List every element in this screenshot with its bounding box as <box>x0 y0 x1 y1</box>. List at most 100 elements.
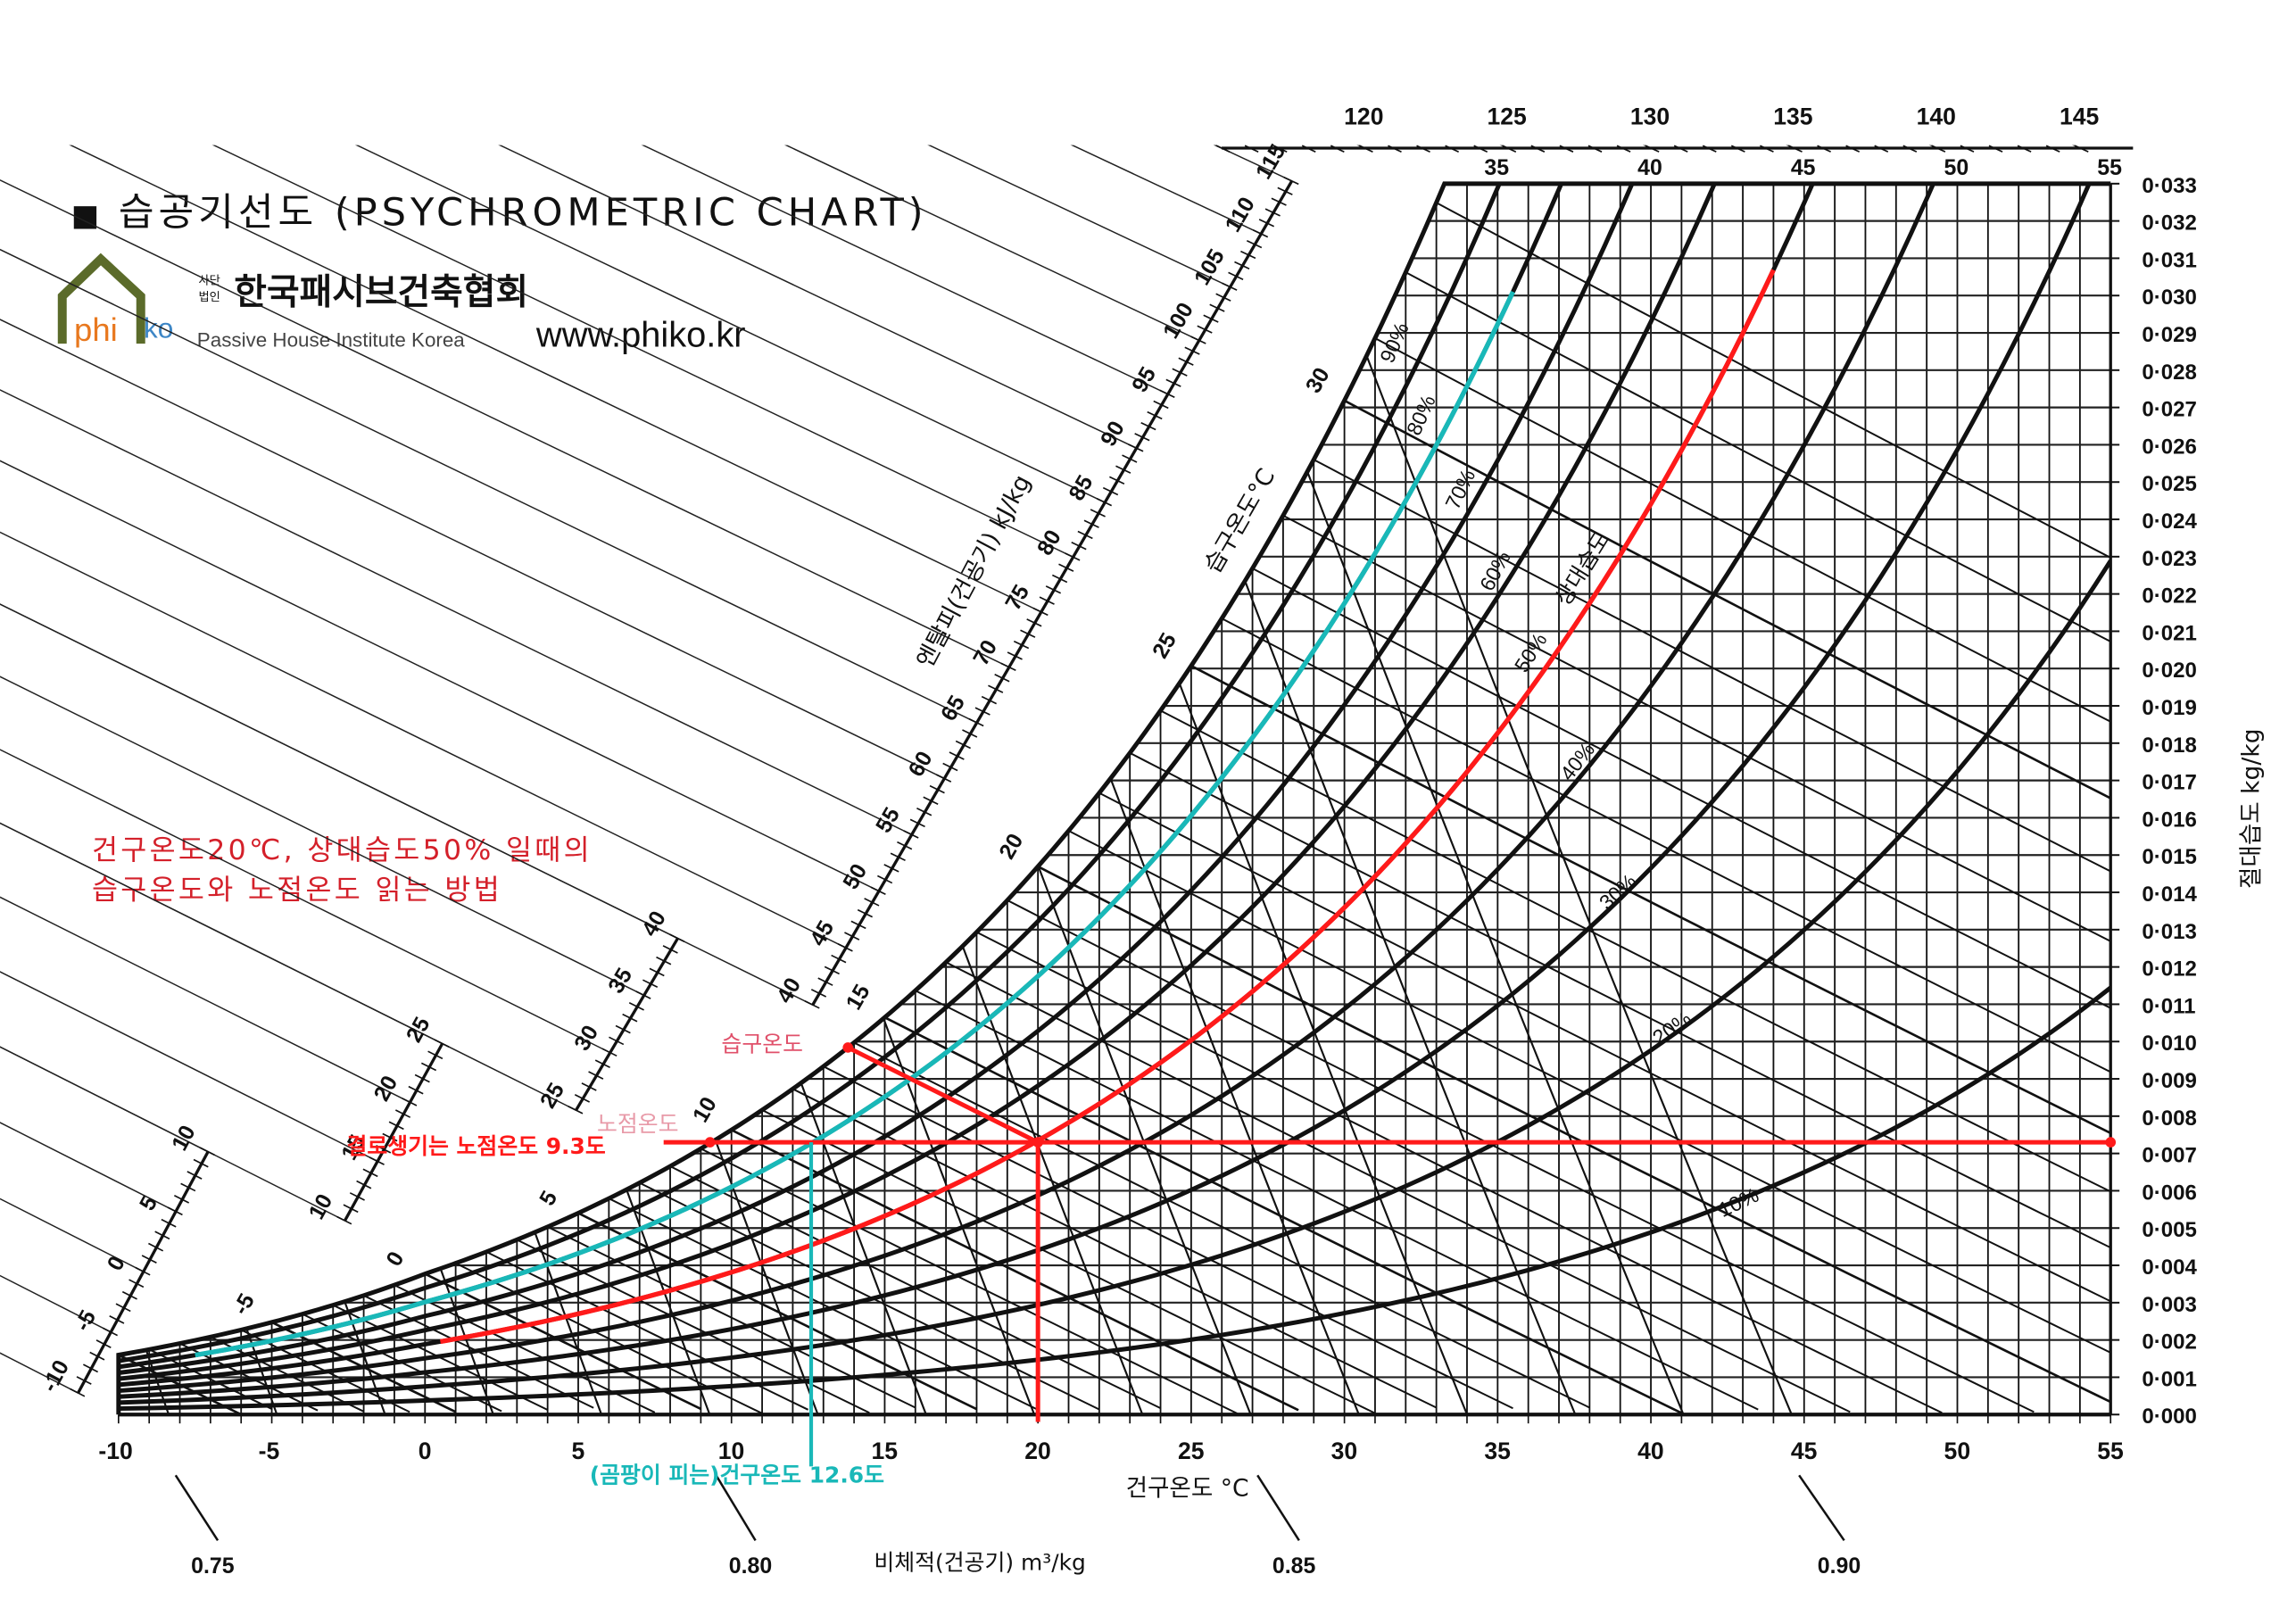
enthalpy-line <box>0 319 945 780</box>
rh-curve <box>118 183 2111 1363</box>
enthalpy-tick <box>1960 145 1975 153</box>
website-link[interactable]: www.phiko.kr <box>535 315 746 354</box>
y-tick-label: 0·014 <box>2142 883 2197 907</box>
wet-bulb-line <box>1160 709 2111 1193</box>
logo-house-icon <box>57 253 145 344</box>
enthalpy-line <box>498 145 1137 449</box>
enthalpy-tick <box>810 989 827 998</box>
wet-bulb-line <box>1313 459 2111 873</box>
y-tick-label: 0·009 <box>2142 1069 2197 1093</box>
wet-bulb-line <box>1252 568 2111 1009</box>
wet-bulb-line <box>853 1041 1590 1409</box>
enthalpy-tick <box>581 1082 597 1091</box>
enthalpy-tick <box>1109 476 1125 485</box>
enthalpy-tick-label: 60 <box>904 747 938 781</box>
enthalpy-tick <box>1788 145 1803 153</box>
enthalpy-line <box>0 603 814 1006</box>
y-tick-label: 0·017 <box>2142 771 2197 795</box>
enthalpy-tick-label: 5 <box>135 1192 162 1215</box>
enthalpy-tick <box>929 784 945 794</box>
enthalpy-tick <box>1702 145 1717 153</box>
enthalpy-tick <box>1240 250 1256 260</box>
enthalpy-tick <box>1301 145 1316 153</box>
enthalpy-tick <box>420 1062 437 1072</box>
enthalpy-tick <box>831 954 847 964</box>
wet-bulb-line <box>1436 202 2111 559</box>
enthalpy-tick <box>1026 618 1042 627</box>
logo-text-phi: phi <box>74 311 118 348</box>
enthalpy-tick <box>1215 145 1231 153</box>
enthalpy-tick <box>1071 541 1087 551</box>
y-tick-label: 0·030 <box>2142 286 2197 310</box>
enthalpy-tick <box>161 1218 177 1228</box>
wetbulb-axis-title: 습구온도°C <box>1199 464 1281 578</box>
enthalpy-tick <box>336 1215 352 1225</box>
enthalpy-tick <box>1388 145 1402 153</box>
page-title: 습공기선도 (PSYCHROMETRIC CHART) <box>119 190 928 235</box>
enthalpy-tick <box>817 977 833 986</box>
enthalpy-tick <box>1502 145 1517 153</box>
x-tick-label: 35 <box>1484 1438 1511 1464</box>
enthalpy-line <box>0 460 880 892</box>
enthalpy-line <box>211 145 1073 558</box>
enthalpy-tick <box>955 740 971 750</box>
enthalpy-tick <box>414 1073 430 1083</box>
y-tick-label: 0·032 <box>2142 211 2197 236</box>
enthalpy-tick <box>1559 145 1574 153</box>
x-tick-label: 10 <box>718 1438 745 1464</box>
specific-volume-line <box>118 220 494 1415</box>
enthalpy-top-tick-label: 145 <box>2060 103 2100 129</box>
wet-bulb-line <box>1221 617 2111 1073</box>
enthalpy-tick <box>180 1182 196 1192</box>
enthalpy-top-tick-label: 120 <box>1344 103 1383 129</box>
specific-volume-line <box>593 220 1036 1415</box>
enthalpy-tick <box>356 1180 372 1189</box>
y-axis-title: 절대습도 kg/kg <box>2237 728 2265 889</box>
enthalpy-line <box>0 531 847 949</box>
wet-bulb-line <box>823 1065 1513 1410</box>
enthalpy-line <box>0 603 678 940</box>
enthalpy-tick <box>199 1147 215 1156</box>
y-tick-label: 0·027 <box>2142 398 2197 422</box>
wet-bulb-line <box>1037 865 2111 1404</box>
enthalpy-tick <box>1077 530 1093 540</box>
instruction-line-2: 습구온도와 노점온도 읽는 방법 <box>92 874 502 907</box>
enthalpy-tick <box>128 1279 145 1289</box>
enthalpy-tick <box>427 1050 443 1060</box>
phiko-logo: phi ko <box>57 253 173 348</box>
enthalpy-tick-label: 45 <box>805 916 839 950</box>
enthalpy-tick <box>1102 486 1119 496</box>
enthalpy-tick-label: 75 <box>1000 580 1034 614</box>
enthalpy-tick <box>968 717 984 727</box>
enthalpy-tick-label: 10 <box>167 1122 201 1156</box>
rh-curve <box>118 183 2111 1381</box>
enthalpy-tick <box>1000 662 1016 672</box>
enthalpy-line <box>1643 145 1652 149</box>
point-marker <box>704 1137 716 1148</box>
enthalpy-scale-line <box>344 1042 444 1222</box>
enthalpy-tick <box>343 1204 359 1214</box>
y-tick-label: 0·033 <box>2142 174 2197 198</box>
wet-bulb-line <box>915 990 1759 1411</box>
enthalpy-scale <box>70 145 2134 1397</box>
specific-volume-leader <box>715 1474 757 1541</box>
enthalpy-tick-label: -10 <box>37 1356 74 1396</box>
enthalpy-line <box>0 389 913 836</box>
enthalpy-line <box>0 822 576 1111</box>
enthalpy-line <box>355 145 1106 503</box>
x-top-tick-label: 55 <box>2097 155 2122 180</box>
wet-bulb-line <box>1405 271 2111 642</box>
enthalpy-tick <box>1730 145 1745 153</box>
enthalpy-scale-line <box>575 937 679 1112</box>
enthalpy-tick <box>609 1036 625 1046</box>
enthalpy-tick <box>870 886 886 895</box>
enthalpy-tick <box>167 1206 183 1216</box>
enthalpy-tick <box>981 695 998 705</box>
y-tick-label: 0·023 <box>2142 547 2197 571</box>
x-tick-label: 15 <box>872 1438 899 1464</box>
chart-marks <box>70 145 2134 1542</box>
enthalpy-tick <box>1473 145 1488 153</box>
enthalpy-tick <box>1246 239 1263 249</box>
y-tick-label: 0·024 <box>2142 510 2197 534</box>
enthalpy-tick-label: 35 <box>603 964 637 998</box>
